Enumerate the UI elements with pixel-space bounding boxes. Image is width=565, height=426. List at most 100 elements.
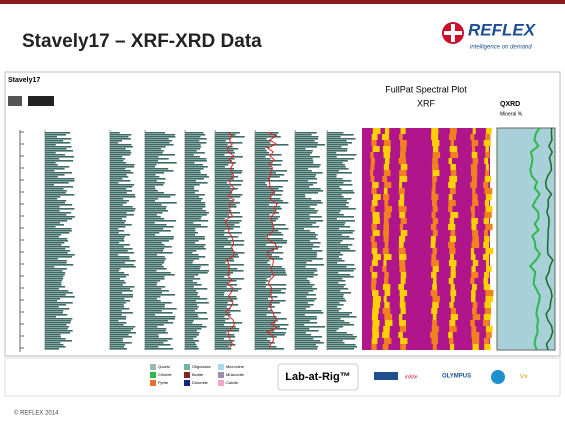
bar	[185, 276, 195, 278]
bar	[45, 276, 64, 278]
bar	[295, 186, 310, 188]
lab-logo: Lab-at-Rig™	[285, 371, 350, 383]
bar	[255, 282, 266, 284]
streak	[471, 242, 480, 248]
bar	[255, 188, 279, 190]
bar	[45, 172, 73, 174]
bar	[295, 312, 324, 314]
bar	[215, 220, 242, 222]
streak	[485, 290, 494, 296]
bar	[327, 260, 345, 262]
bar	[145, 336, 159, 338]
bar	[295, 334, 312, 336]
bar	[295, 290, 314, 292]
streak	[450, 290, 457, 296]
bar	[110, 134, 132, 136]
bar	[185, 234, 196, 236]
streak	[484, 158, 489, 164]
bar	[327, 276, 354, 278]
bar	[145, 294, 176, 296]
bar	[185, 302, 209, 304]
bar	[255, 294, 271, 296]
bar	[145, 342, 164, 344]
bar	[295, 330, 319, 332]
streak	[430, 332, 438, 338]
bar	[295, 232, 316, 234]
legend-swatch	[184, 372, 190, 378]
bar	[185, 170, 201, 172]
bar	[327, 296, 344, 298]
bar	[327, 246, 348, 248]
bar	[215, 164, 229, 166]
streak	[471, 272, 479, 278]
bar	[45, 166, 70, 168]
bar	[45, 190, 67, 192]
bar	[255, 244, 267, 246]
bar	[255, 164, 282, 166]
bar	[327, 270, 354, 272]
bar	[45, 304, 66, 306]
bar	[255, 140, 272, 142]
bar	[185, 256, 206, 258]
bar	[185, 286, 194, 288]
bar	[255, 290, 282, 292]
bar	[145, 210, 169, 212]
bar	[295, 240, 310, 242]
streak	[450, 212, 459, 218]
bar	[45, 140, 64, 142]
bar	[295, 158, 313, 160]
bar	[255, 340, 271, 342]
bar	[185, 172, 201, 174]
bar	[295, 220, 324, 222]
bar	[327, 344, 356, 346]
bar	[327, 342, 345, 344]
bar	[255, 332, 286, 334]
bar	[45, 284, 62, 286]
bar	[327, 190, 354, 192]
bar	[215, 250, 234, 252]
streak	[449, 188, 456, 194]
bar	[327, 178, 343, 180]
bar	[255, 206, 281, 208]
bar	[110, 166, 135, 168]
bar	[327, 274, 351, 276]
bar	[327, 142, 353, 144]
bar	[110, 206, 133, 208]
bar	[145, 274, 175, 276]
bar	[215, 252, 245, 254]
bar	[255, 298, 269, 300]
streak	[484, 188, 493, 194]
legend-label: Chlorite	[158, 372, 173, 377]
bar	[110, 174, 127, 176]
bar	[295, 302, 308, 304]
streak	[485, 296, 493, 302]
streak	[450, 254, 454, 260]
bar	[185, 322, 193, 324]
streak	[382, 308, 391, 314]
bar	[295, 236, 316, 238]
bar	[110, 150, 131, 152]
bar	[215, 308, 231, 310]
bar	[110, 322, 127, 324]
bar	[45, 196, 61, 198]
bar	[145, 134, 176, 136]
bar	[45, 216, 75, 218]
qxrd-title: QXRD	[500, 101, 520, 108]
bar	[45, 242, 65, 244]
bar	[295, 246, 320, 248]
bar	[110, 334, 129, 336]
bar	[145, 220, 177, 222]
bar	[295, 238, 318, 240]
bar	[215, 280, 237, 282]
bar	[110, 338, 124, 340]
bar	[145, 228, 164, 230]
streak	[383, 170, 391, 176]
bar	[185, 150, 197, 152]
bar	[145, 264, 163, 266]
bar	[110, 184, 135, 186]
bar	[215, 172, 242, 174]
streak	[384, 182, 392, 188]
bar	[255, 268, 285, 270]
streak	[472, 338, 480, 344]
bar	[215, 182, 227, 184]
